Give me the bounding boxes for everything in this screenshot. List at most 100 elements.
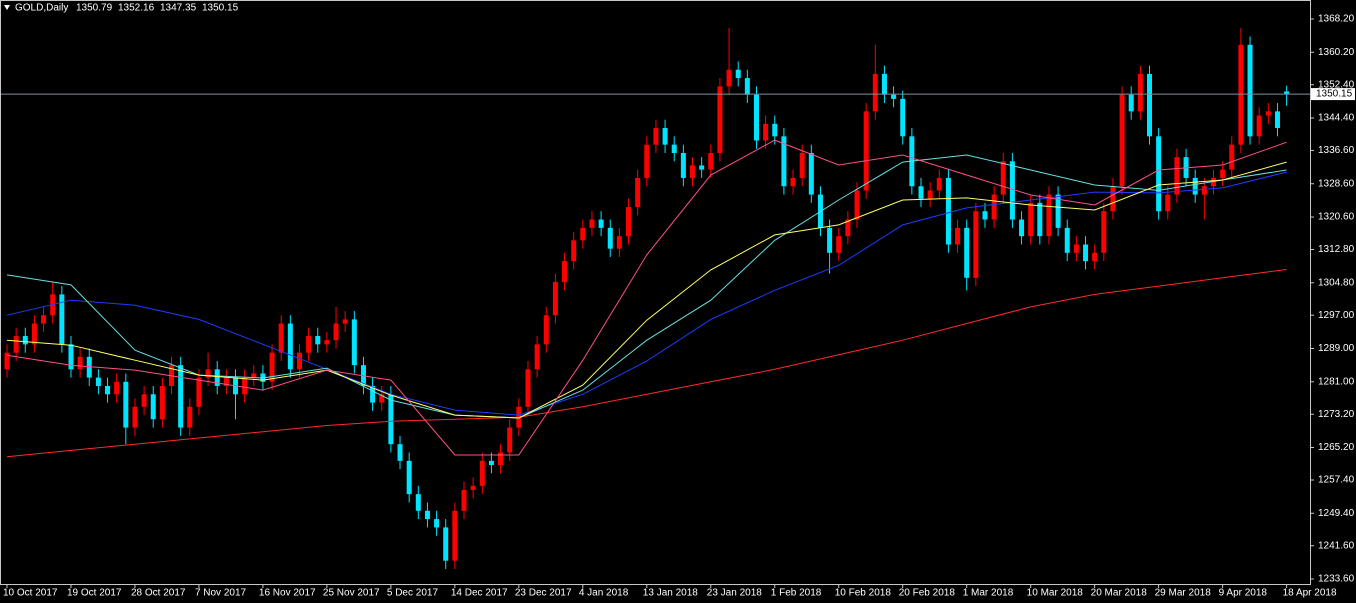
candle-body bbox=[306, 336, 312, 353]
candle-body bbox=[95, 377, 101, 386]
y-tick-label: 1344.40 bbox=[1318, 113, 1355, 124]
candle-body bbox=[13, 336, 19, 353]
candle-body bbox=[927, 190, 933, 199]
candle-body bbox=[891, 94, 897, 99]
candle-body bbox=[178, 365, 184, 428]
candle-body bbox=[1147, 73, 1152, 137]
y-tick-label: 1249.40 bbox=[1318, 508, 1355, 519]
candle-body bbox=[77, 356, 83, 370]
candle-body bbox=[900, 98, 906, 137]
candle-body bbox=[699, 165, 705, 170]
chart-title: GOLD,Daily bbox=[15, 3, 68, 14]
candle-body bbox=[644, 144, 650, 178]
candle-body bbox=[763, 123, 769, 141]
candle-body bbox=[1247, 44, 1253, 137]
candle-body bbox=[86, 356, 92, 378]
candle-body bbox=[41, 315, 47, 324]
candle-body bbox=[854, 190, 860, 220]
y-tick-label: 1233.60 bbox=[1318, 574, 1355, 585]
x-tick-label: 10 Oct 2017 bbox=[3, 588, 58, 599]
candle-body bbox=[132, 406, 138, 428]
candle-body bbox=[753, 94, 759, 141]
header-open: 1350.79 bbox=[76, 3, 113, 14]
y-tick-label: 1273.20 bbox=[1318, 409, 1355, 420]
candle-body bbox=[287, 323, 293, 370]
candle-body bbox=[150, 394, 156, 420]
candle-body bbox=[31, 323, 37, 345]
candle-body bbox=[434, 519, 440, 528]
candle-body bbox=[351, 319, 357, 366]
plot-area bbox=[0, 28, 1310, 570]
candle-body bbox=[1009, 161, 1015, 220]
candle-body bbox=[1201, 186, 1207, 195]
candle-body bbox=[1073, 244, 1079, 253]
candle-body bbox=[406, 460, 412, 495]
candle-body bbox=[123, 381, 129, 428]
y-tick-label: 1304.80 bbox=[1318, 277, 1355, 288]
candle-body bbox=[470, 485, 476, 490]
candle-body bbox=[543, 315, 549, 345]
candle-body bbox=[589, 219, 595, 228]
x-tick-label: 25 Nov 2017 bbox=[323, 588, 380, 599]
y-tick-label: 1281.00 bbox=[1318, 376, 1355, 387]
x-tick-label: 16 Nov 2017 bbox=[259, 588, 316, 599]
x-tick-label: 10 Mar 2018 bbox=[1027, 588, 1084, 599]
candle-body bbox=[982, 211, 988, 220]
y-tick-label: 1328.60 bbox=[1318, 178, 1355, 189]
y-tick-label: 1312.80 bbox=[1318, 244, 1355, 255]
candle-body bbox=[562, 261, 568, 282]
candle-body bbox=[872, 73, 878, 112]
candle-body bbox=[580, 227, 586, 241]
x-tick-label: 1 Feb 2018 bbox=[771, 588, 822, 599]
x-tick-label: 10 Feb 2018 bbox=[835, 588, 892, 599]
candle-body bbox=[1128, 94, 1134, 112]
candle-body bbox=[415, 494, 421, 511]
moving-average-line bbox=[6, 269, 1287, 458]
x-tick-label: 29 Mar 2018 bbox=[1155, 588, 1212, 599]
candle-body bbox=[379, 394, 385, 403]
candle-body bbox=[680, 152, 686, 178]
candle-body bbox=[424, 510, 430, 520]
header-high: 1352.16 bbox=[118, 3, 155, 14]
candle-body bbox=[479, 460, 485, 486]
candle-body bbox=[1028, 202, 1034, 237]
candle-body bbox=[744, 78, 750, 95]
x-tick-label: 18 Apr 2018 bbox=[1283, 588, 1337, 599]
x-tick-label: 9 Apr 2018 bbox=[1219, 588, 1268, 599]
x-tick-label: 23 Jan 2018 bbox=[707, 588, 762, 599]
candle-body bbox=[790, 177, 796, 187]
candle-body bbox=[205, 369, 211, 378]
candle-body bbox=[1092, 252, 1098, 262]
candle-body bbox=[59, 294, 65, 345]
candle-body bbox=[1119, 94, 1125, 187]
candle-body bbox=[1156, 136, 1162, 212]
candle-body bbox=[1274, 111, 1280, 129]
candle-body bbox=[1137, 73, 1143, 112]
candle-body bbox=[1037, 202, 1043, 237]
candle-body bbox=[68, 344, 74, 370]
candle-body bbox=[936, 177, 942, 191]
candle-body bbox=[370, 385, 376, 403]
y-tick-label: 1320.60 bbox=[1318, 212, 1355, 223]
candle-body bbox=[598, 219, 604, 228]
candle-body bbox=[315, 336, 321, 345]
x-tick-label: 19 Oct 2017 bbox=[67, 588, 122, 599]
candle-body bbox=[333, 323, 339, 341]
candle-body bbox=[1064, 227, 1070, 253]
candle-body bbox=[616, 236, 622, 249]
candle-body bbox=[1210, 177, 1216, 187]
y-tick-label: 1265.20 bbox=[1318, 442, 1355, 453]
candle-body bbox=[1174, 157, 1180, 195]
candle-body bbox=[690, 165, 695, 178]
x-tick-label: 14 Dec 2017 bbox=[451, 588, 508, 599]
x-tick-label: 23 Dec 2017 bbox=[515, 588, 572, 599]
candle-body bbox=[653, 128, 659, 145]
candle-body bbox=[991, 194, 997, 220]
candle-body bbox=[626, 207, 632, 237]
collapse-icon[interactable] bbox=[4, 5, 10, 10]
candle-body bbox=[571, 240, 577, 262]
candle-body bbox=[1229, 144, 1235, 170]
y-tick-label: 1297.00 bbox=[1318, 310, 1355, 321]
candle-body bbox=[461, 489, 467, 511]
candle-body bbox=[607, 227, 613, 249]
